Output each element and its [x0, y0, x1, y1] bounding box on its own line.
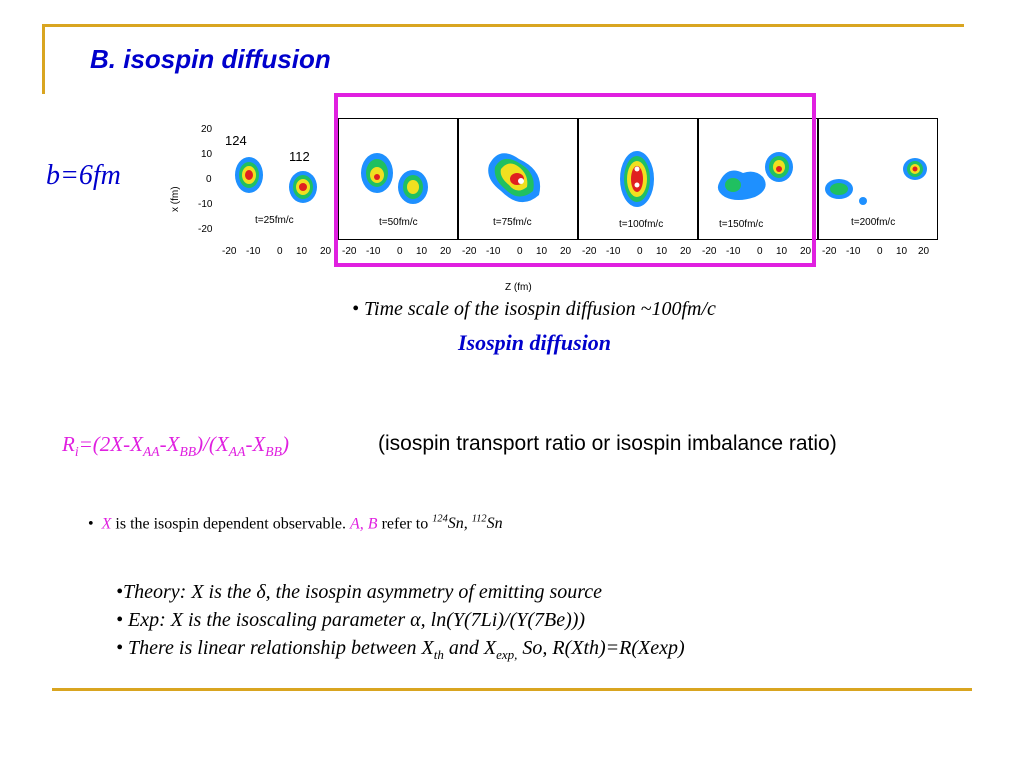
- x-tick: -10: [246, 246, 261, 257]
- y-axis-title: x (fm): [170, 186, 181, 212]
- observable-bullet: • X is the isospin dependent observable.…: [88, 514, 503, 533]
- x-tick: 10: [656, 246, 668, 257]
- density-plot-t50: [361, 153, 428, 204]
- y-tick: -20: [198, 224, 213, 235]
- x-symbol: X: [101, 515, 112, 533]
- y-tick: 10: [201, 149, 213, 160]
- x-tick: 10: [776, 246, 788, 257]
- target-label: 112: [289, 149, 310, 164]
- theory-list: •Theory: X is the δ, the isospin asymmet…: [116, 578, 685, 669]
- projectile-label: 124: [225, 133, 247, 148]
- panel-t100: t=100fm/c: [578, 118, 698, 240]
- ratio-description: (isospin transport ratio or isospin imba…: [378, 432, 837, 455]
- y-tick: 20: [201, 124, 213, 135]
- x-tick: -10: [486, 246, 501, 257]
- x-tick: 20: [320, 246, 332, 257]
- x-tick: 20: [800, 246, 812, 257]
- x-tick: 10: [896, 246, 908, 257]
- x-tick: 0: [877, 246, 883, 257]
- bottom-rule: [52, 688, 972, 691]
- density-plot-t75: [488, 153, 541, 203]
- theory-line: •Theory: X is the δ, the isospin asymmet…: [116, 581, 603, 603]
- x-tick: 10: [416, 246, 428, 257]
- x-tick: -20: [702, 246, 717, 257]
- x-tick: -10: [606, 246, 621, 257]
- x-tick: 0: [757, 246, 763, 257]
- x-tick: 20: [560, 246, 572, 257]
- exp-line: • Exp: X is the isoscaling parameter α, …: [116, 609, 586, 631]
- x-axis-title: Z (fm): [505, 282, 532, 293]
- panel-t75: t=75fm/c: [458, 118, 578, 240]
- time-label: t=100fm/c: [619, 219, 664, 230]
- x-tick: 0: [637, 246, 643, 257]
- x-tick: 10: [296, 246, 308, 257]
- panel-t50: t=50fm/c: [338, 118, 458, 240]
- density-plot-t100: [620, 151, 654, 207]
- time-label: t=50fm/c: [379, 217, 418, 228]
- density-plot-t25: [235, 157, 317, 203]
- y-tick: -10: [198, 199, 213, 210]
- x-tick: 0: [517, 246, 523, 257]
- slide-title: B. isospin diffusion: [90, 44, 331, 74]
- time-label: t=25fm/c: [255, 215, 294, 226]
- x-tick: 20: [918, 246, 930, 257]
- time-label: t=150fm/c: [719, 219, 764, 230]
- panel-t25: 124 112 t=25fm/c: [218, 118, 338, 240]
- x-tick: 20: [440, 246, 452, 257]
- time-label: t=200fm/c: [851, 217, 896, 228]
- relation-text-3: So, R(Xth)=R(Xexp): [517, 637, 685, 659]
- x-tick: 10: [536, 246, 548, 257]
- relation-text: • There is linear relationship between X: [116, 637, 434, 659]
- x-tick: -20: [342, 246, 357, 257]
- panel-t200: t=200fm/c: [818, 118, 938, 240]
- x-tick: 0: [397, 246, 403, 257]
- density-plot-t150: [717, 152, 793, 200]
- isospin-diffusion-label: Isospin diffusion: [458, 330, 612, 355]
- x-tick: -20: [222, 246, 237, 257]
- observable-text: is the isospin dependent observable.: [111, 515, 351, 533]
- ratio-formula: Ri=(2X-XAA-XBB)/(XAA-XBB): [62, 432, 289, 460]
- x-tick: -10: [846, 246, 861, 257]
- refer-text: refer to: [377, 515, 433, 533]
- x-tick: -10: [366, 246, 381, 257]
- x-tick: 0: [277, 246, 283, 257]
- x-tick: -20: [822, 246, 837, 257]
- time-label: t=75fm/c: [493, 217, 532, 228]
- top-rule: [44, 24, 964, 27]
- y-tick: 0: [206, 174, 212, 185]
- density-plot-t200: [825, 158, 927, 205]
- x-tick: 20: [680, 246, 692, 257]
- relation-text-2: and X: [443, 637, 497, 659]
- highlight-frame: [334, 93, 816, 267]
- relation-line: • There is linear relationship between X…: [116, 637, 685, 662]
- left-rule: [42, 24, 45, 94]
- panel-t150: t=150fm/c: [698, 118, 818, 240]
- x-tick: -10: [726, 246, 741, 257]
- x-tick: -20: [462, 246, 477, 257]
- ab-symbols: A, B: [350, 515, 378, 533]
- x-tick: -20: [582, 246, 597, 257]
- impact-parameter-label: b=6fm: [46, 160, 121, 191]
- time-scale-note: • Time scale of the isospin diffusion ~1…: [352, 298, 716, 320]
